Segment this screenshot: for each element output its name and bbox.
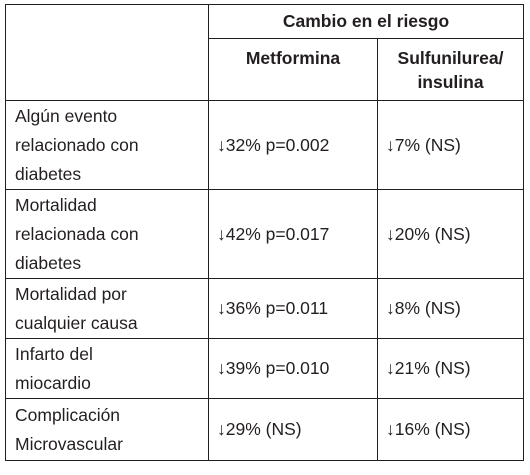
table-column-header-row: Metformina Sulfunilurea/ insulina: [6, 38, 525, 101]
empty-corner-cell: [5, 4, 209, 101]
table-row: Algún evento relacionado con diabetes ↓3…: [5, 100, 525, 190]
column-header-metformina: Metformina: [208, 38, 378, 101]
table-row: Mortalidad relacionada con diabetes ↓42%…: [5, 189, 525, 279]
metformina-value: ↓29% (NS): [208, 398, 378, 461]
group-header-cell: Cambio en el riesgo: [207, 4, 525, 39]
risk-change-table: Cambio en el riesgo Metformina Sulfunilu…: [5, 4, 525, 461]
metformina-value: ↓32% p=0.002: [208, 100, 378, 190]
table-row: Infarto del miocardio ↓39% p=0.010 ↓21% …: [5, 338, 525, 399]
row-label: Mortalidad por cualquier causa: [5, 278, 209, 339]
sulfunilurea-value: ↓16% (NS): [376, 398, 525, 461]
sulfunilurea-value: ↓20% (NS): [376, 189, 525, 279]
sulfunilurea-value: ↓21% (NS): [376, 338, 525, 399]
row-label: Infarto del miocardio: [5, 338, 209, 399]
row-label: Complicación Microvascular: [5, 398, 209, 461]
table-row: Mortalidad por cualquier causa ↓36% p=0.…: [5, 278, 525, 339]
column-header-sulfunilurea: Sulfunilurea/ insulina: [376, 38, 525, 101]
metformina-value: ↓42% p=0.017: [208, 189, 378, 279]
metformina-value: ↓36% p=0.011: [208, 278, 378, 339]
row-label: Mortalidad relacionada con diabetes: [5, 189, 209, 279]
sulfunilurea-value: ↓8% (NS): [376, 278, 525, 339]
sulfunilurea-value: ↓7% (NS): [376, 100, 525, 190]
metformina-value: ↓39% p=0.010: [208, 338, 378, 399]
table-group-header-row: Cambio en el riesgo: [5, 4, 525, 101]
row-label: Algún evento relacionado con diabetes: [5, 100, 209, 190]
table-row: Complicación Microvascular ↓29% (NS) ↓16…: [5, 398, 525, 461]
